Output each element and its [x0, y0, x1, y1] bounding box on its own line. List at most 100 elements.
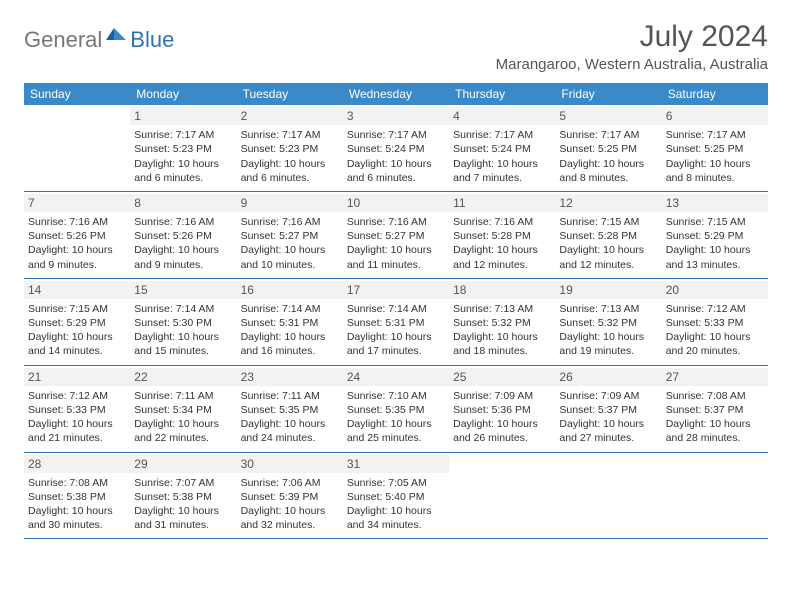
- calendar: SundayMondayTuesdayWednesdayThursdayFrid…: [24, 83, 768, 539]
- day-header-cell: Friday: [555, 83, 661, 105]
- day-info-line: Sunset: 5:32 PM: [559, 316, 657, 330]
- day-info-line: Sunset: 5:40 PM: [347, 490, 445, 504]
- day-cell: 30Sunrise: 7:06 AMSunset: 5:39 PMDayligh…: [237, 453, 343, 539]
- day-cell: 23Sunrise: 7:11 AMSunset: 5:35 PMDayligh…: [237, 366, 343, 452]
- calendar-weeks: 1Sunrise: 7:17 AMSunset: 5:23 PMDaylight…: [24, 105, 768, 539]
- day-number: 19: [555, 281, 661, 299]
- day-info-line: Sunrise: 7:17 AM: [347, 128, 445, 142]
- day-cell: 4Sunrise: 7:17 AMSunset: 5:24 PMDaylight…: [449, 105, 555, 191]
- day-info-line: Daylight: 10 hours and 12 minutes.: [559, 243, 657, 271]
- day-info-line: Sunrise: 7:15 AM: [666, 215, 764, 229]
- title-block: July 2024 Marangaroo, Western Australia,…: [496, 20, 768, 73]
- day-number: 22: [130, 368, 236, 386]
- day-cell: 22Sunrise: 7:11 AMSunset: 5:34 PMDayligh…: [130, 366, 236, 452]
- day-info-line: Sunrise: 7:17 AM: [666, 128, 764, 142]
- day-cell: 20 Sunrise: 7:12 AMSunset: 5:33 PMDayligh…: [662, 279, 768, 365]
- day-info-line: Sunset: 5:36 PM: [453, 403, 551, 417]
- day-info-line: Sunset: 5:24 PM: [347, 142, 445, 156]
- day-info-line: Sunset: 5:38 PM: [134, 490, 232, 504]
- day-info-line: Daylight: 10 hours and 10 minutes.: [241, 243, 339, 271]
- day-number: 30: [237, 455, 343, 473]
- day-cell: 8Sunrise: 7:16 AMSunset: 5:26 PMDaylight…: [130, 192, 236, 278]
- day-info-line: Daylight: 10 hours and 12 minutes.: [453, 243, 551, 271]
- day-number: 21: [24, 368, 130, 386]
- day-cell: 17Sunrise: 7:14 AMSunset: 5:31 PMDayligh…: [343, 279, 449, 365]
- day-header-cell: Tuesday: [237, 83, 343, 105]
- day-number: 24: [343, 368, 449, 386]
- day-info-line: Sunrise: 7:17 AM: [453, 128, 551, 142]
- day-number: 6: [662, 107, 768, 125]
- day-info-line: Daylight: 10 hours and 7 minutes.: [453, 157, 551, 185]
- day-number: 25: [449, 368, 555, 386]
- day-info-line: Daylight: 10 hours and 21 minutes.: [28, 417, 126, 445]
- day-number: 20: [662, 281, 768, 299]
- day-info-line: Sunset: 5:34 PM: [134, 403, 232, 417]
- day-info-line: Sunrise: 7:09 AM: [559, 389, 657, 403]
- day-info-line: Daylight: 10 hours and 30 minutes.: [28, 504, 126, 532]
- day-info-line: Sunrise: 7:06 AM: [241, 476, 339, 490]
- day-info-line: Sunset: 5:35 PM: [241, 403, 339, 417]
- week-row: 14Sunrise: 7:15 AMSunset: 5:29 PMDayligh…: [24, 279, 768, 366]
- day-cell: 2Sunrise: 7:17 AMSunset: 5:23 PMDaylight…: [237, 105, 343, 191]
- day-info-line: Sunset: 5:31 PM: [347, 316, 445, 330]
- day-cell: 21Sunrise: 7:12 AMSunset: 5:33 PMDayligh…: [24, 366, 130, 452]
- day-number: 11: [449, 194, 555, 212]
- day-info-line: Sunrise: 7:15 AM: [559, 215, 657, 229]
- day-cell: 9Sunrise: 7:16 AMSunset: 5:27 PMDaylight…: [237, 192, 343, 278]
- day-number: 31: [343, 455, 449, 473]
- day-number: 17: [343, 281, 449, 299]
- week-row: 21Sunrise: 7:12 AMSunset: 5:33 PMDayligh…: [24, 366, 768, 453]
- day-info-line: Daylight: 10 hours and 6 minutes.: [347, 157, 445, 185]
- day-info-line: Daylight: 10 hours and 9 minutes.: [134, 243, 232, 271]
- day-info-line: Sunset: 5:39 PM: [241, 490, 339, 504]
- day-info-line: Daylight: 10 hours and 25 minutes.: [347, 417, 445, 445]
- week-row: 28Sunrise: 7:08 AMSunset: 5:38 PMDayligh…: [24, 453, 768, 540]
- day-info-line: Daylight: 10 hours and 20 minutes.: [666, 330, 764, 358]
- day-info-line: Daylight: 10 hours and 16 minutes.: [241, 330, 339, 358]
- day-info-line: Sunset: 5:24 PM: [453, 142, 551, 156]
- brand-text-general: General: [24, 27, 102, 53]
- day-number: 16: [237, 281, 343, 299]
- day-cell: 26Sunrise: 7:09 AMSunset: 5:37 PMDayligh…: [555, 366, 661, 452]
- day-cell: 19Sunrise: 7:13 AMSunset: 5:32 PMDayligh…: [555, 279, 661, 365]
- day-cell: 31Sunrise: 7:05 AMSunset: 5:40 PMDayligh…: [343, 453, 449, 539]
- day-cell: 10Sunrise: 7:16 AMSunset: 5:27 PMDayligh…: [343, 192, 449, 278]
- day-info-line: Sunset: 5:38 PM: [28, 490, 126, 504]
- day-info-line: Sunset: 5:26 PM: [134, 229, 232, 243]
- day-number: 28: [24, 455, 130, 473]
- day-info-line: Sunset: 5:31 PM: [241, 316, 339, 330]
- day-info-line: Sunrise: 7:14 AM: [241, 302, 339, 316]
- day-cell: 5Sunrise: 7:17 AMSunset: 5:25 PMDaylight…: [555, 105, 661, 191]
- day-info-line: Daylight: 10 hours and 19 minutes.: [559, 330, 657, 358]
- day-info-line: Sunrise: 7:12 AM: [666, 302, 764, 316]
- day-cell: 3Sunrise: 7:17 AMSunset: 5:24 PMDaylight…: [343, 105, 449, 191]
- day-header-cell: Sunday: [24, 83, 130, 105]
- day-info-line: Sunrise: 7:14 AM: [134, 302, 232, 316]
- day-info-line: Sunrise: 7:07 AM: [134, 476, 232, 490]
- day-info-line: Sunrise: 7:08 AM: [28, 476, 126, 490]
- day-number: 2: [237, 107, 343, 125]
- month-title: July 2024: [496, 20, 768, 54]
- day-info-line: Daylight: 10 hours and 26 minutes.: [453, 417, 551, 445]
- day-info-line: Sunset: 5:29 PM: [666, 229, 764, 243]
- day-info-line: Daylight: 10 hours and 6 minutes.: [134, 157, 232, 185]
- day-cell: 1Sunrise: 7:17 AMSunset: 5:23 PMDaylight…: [130, 105, 236, 191]
- day-cell: 27Sunrise: 7:08 AMSunset: 5:37 PMDayligh…: [662, 366, 768, 452]
- day-info-line: Sunrise: 7:11 AM: [134, 389, 232, 403]
- day-number: 14: [24, 281, 130, 299]
- day-number: 13: [662, 194, 768, 212]
- day-info-line: Sunset: 5:33 PM: [666, 316, 764, 330]
- day-cell: 14Sunrise: 7:15 AMSunset: 5:29 PMDayligh…: [24, 279, 130, 365]
- flag-icon: [106, 26, 128, 47]
- location-text: Marangaroo, Western Australia, Australia: [496, 56, 768, 73]
- day-info-line: Sunrise: 7:17 AM: [241, 128, 339, 142]
- day-header-cell: Wednesday: [343, 83, 449, 105]
- day-info-line: Daylight: 10 hours and 9 minutes.: [28, 243, 126, 271]
- day-info-line: Sunrise: 7:13 AM: [453, 302, 551, 316]
- day-info-line: Sunrise: 7:17 AM: [134, 128, 232, 142]
- day-cell: 12Sunrise: 7:15 AMSunset: 5:28 PMDayligh…: [555, 192, 661, 278]
- day-info-line: Sunset: 5:28 PM: [453, 229, 551, 243]
- day-number: 23: [237, 368, 343, 386]
- day-header-cell: Monday: [130, 83, 236, 105]
- day-info-line: Sunset: 5:26 PM: [28, 229, 126, 243]
